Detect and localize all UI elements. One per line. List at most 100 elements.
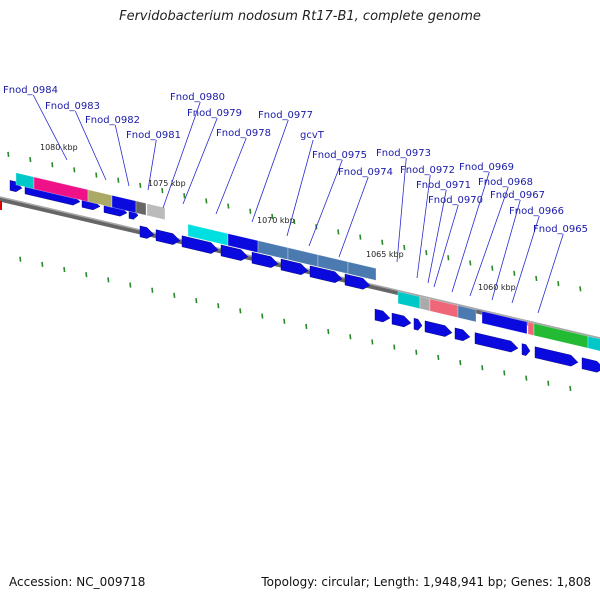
upper-tick: [425, 250, 428, 256]
upper-tick: [403, 244, 406, 251]
feature-block: [533, 323, 589, 349]
gene-label[interactable]: Fnod_0978: [216, 128, 271, 139]
gene-fnod-0965[interactable]: Fnod_0965: [533, 224, 588, 314]
gene-fnod-0984[interactable]: Fnod_0984: [3, 85, 68, 161]
gene-leader-line: [416, 174, 431, 279]
lower-tick: [305, 323, 308, 330]
gene-label[interactable]: Fnod_0967: [490, 190, 545, 201]
lower-tick: [173, 292, 176, 298]
lower-tick: [327, 328, 330, 335]
gene-leader-line: [215, 137, 247, 215]
gene-fnod-0978[interactable]: Fnod_0978: [215, 128, 271, 215]
lower-tick: [19, 256, 22, 262]
lower-tick: [525, 375, 528, 381]
gene-label[interactable]: Fnod_0981: [126, 130, 181, 141]
gene-label[interactable]: Fnod_0977: [258, 110, 313, 121]
gene-leader-line: [491, 199, 521, 301]
feature-block: [146, 203, 166, 221]
upper-tick: [161, 187, 164, 194]
position-label: 1070 kbp: [257, 216, 295, 225]
gene-fnod-0968[interactable]: Fnod_0968: [469, 177, 533, 297]
upper-tick: [557, 281, 560, 287]
origin-marker: [0, 201, 2, 210]
gene-fnod-0973[interactable]: Fnod_0973: [376, 148, 431, 263]
upper-tick: [579, 286, 582, 292]
gene-fnod-0970[interactable]: Fnod_0970: [428, 195, 483, 288]
upper-tick: [271, 213, 274, 220]
lower-tick: [481, 365, 484, 371]
gene-fnod-0982[interactable]: Fnod_0982: [85, 115, 140, 187]
gene-label[interactable]: Fnod_0971: [416, 180, 471, 191]
lower-tick: [503, 370, 506, 376]
gene-label[interactable]: gcvT: [300, 130, 325, 141]
gene-fnod-0966[interactable]: Fnod_0966: [509, 206, 564, 304]
gene-fnod-0983[interactable]: Fnod_0983: [45, 101, 107, 181]
gene-gcvt[interactable]: gcvT: [286, 130, 325, 237]
cds-arrow: [280, 258, 309, 275]
lower-tick: [151, 287, 154, 293]
cds-arrow: [9, 180, 23, 192]
upper-tick: [51, 162, 54, 168]
lower-tick: [371, 339, 374, 345]
gene-label[interactable]: Fnod_0972: [400, 165, 455, 176]
gene-fnod-0979[interactable]: Fnod_0979: [182, 108, 242, 205]
feature-block: [457, 305, 477, 323]
gene-label[interactable]: Fnod_0965: [533, 224, 588, 235]
cds-arrow: [344, 273, 371, 290]
lower-tick: [349, 334, 352, 340]
upper-tick: [447, 255, 450, 261]
lower-tick: [547, 380, 550, 386]
gene-leader-line: [511, 215, 540, 304]
upper-tick: [205, 198, 208, 204]
gene-fnod-0972[interactable]: Fnod_0972: [400, 165, 455, 279]
lower-tick: [569, 385, 572, 392]
lower-tick: [393, 344, 396, 350]
gene-label[interactable]: Fnod_0984: [3, 85, 58, 96]
upper-tick: [491, 265, 494, 271]
gene-label[interactable]: Fnod_0979: [187, 108, 242, 119]
gene-label[interactable]: Fnod_0968: [478, 177, 533, 188]
cds-arrow: [309, 265, 343, 283]
gene-fnod-0975[interactable]: Fnod_0975: [308, 150, 367, 247]
gene-fnod-0974[interactable]: Fnod_0974: [338, 167, 393, 258]
upper-tick: [249, 208, 252, 214]
gene-label[interactable]: Fnod_0966: [509, 206, 564, 217]
upper-tick: [359, 234, 362, 240]
lower-tick: [261, 313, 264, 319]
gene-leader-line: [32, 94, 68, 161]
cds-arrow: [155, 229, 181, 245]
gene-fnod-0971[interactable]: Fnod_0971: [416, 180, 471, 284]
gene-fnod-0967[interactable]: Fnod_0967: [490, 190, 545, 301]
accession-text: Accession: NC_009718: [9, 575, 146, 589]
gene-fnod-0981[interactable]: Fnod_0981: [126, 130, 181, 191]
gene-label[interactable]: Fnod_0969: [459, 162, 514, 173]
cds-arrow: [454, 327, 471, 342]
gene-leader-line: [537, 233, 564, 314]
gene-leader-line: [251, 119, 289, 223]
lower-tick: [437, 354, 440, 361]
gene-fnod-0969[interactable]: Fnod_0969: [451, 162, 514, 293]
gene-label[interactable]: Fnod_0983: [45, 101, 100, 112]
gene-label[interactable]: Fnod_0975: [312, 150, 367, 161]
upper-tick: [139, 182, 142, 188]
feature-block: [135, 200, 147, 216]
position-label: 1080 kbp: [40, 143, 78, 152]
gene-leader-line: [338, 176, 369, 258]
gene-label[interactable]: Fnod_0980: [170, 92, 225, 103]
upper-tick: [29, 156, 32, 163]
gene-leader-line: [396, 157, 407, 263]
cds-arrow: [374, 308, 391, 323]
upper-tick: [293, 218, 296, 225]
upper-tick: [95, 172, 98, 178]
feature-block: [527, 321, 535, 336]
gene-label[interactable]: Fnod_0973: [376, 148, 431, 159]
gene-label[interactable]: Fnod_0982: [85, 115, 140, 126]
feature-block: [587, 335, 600, 352]
gene-fnod-0977[interactable]: Fnod_0977: [251, 110, 313, 223]
gene-label[interactable]: Fnod_0970: [428, 195, 483, 206]
gene-label[interactable]: Fnod_0974: [338, 167, 393, 178]
upper-tick: [337, 229, 340, 235]
upper-tick: [73, 167, 76, 173]
upper-tick: [535, 275, 538, 282]
gene-fnod-0980[interactable]: Fnod_0980: [162, 92, 225, 209]
